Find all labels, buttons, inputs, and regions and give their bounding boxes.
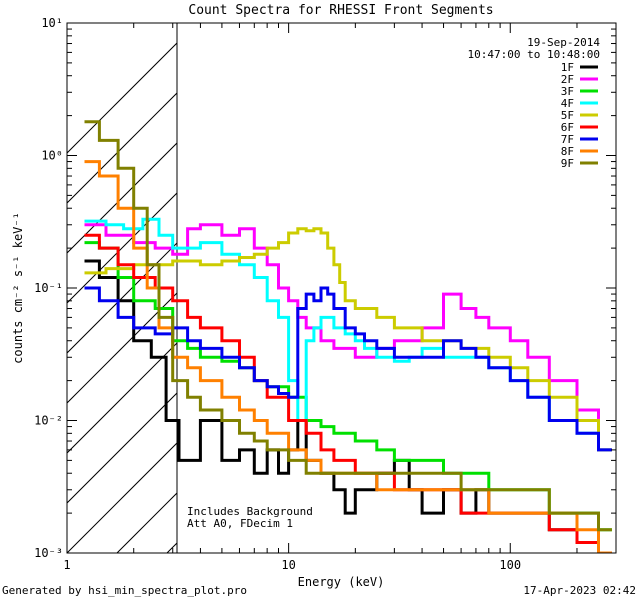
hatch-line (67, 242, 177, 354)
y-axis-label: counts cm⁻² s⁻¹ keV⁻¹ (11, 212, 25, 364)
legend-label-1F: 1F (561, 61, 574, 74)
legend-label-3F: 3F (561, 85, 574, 98)
legend-label-2F: 2F (561, 73, 574, 86)
x-tick-label: 10 (281, 558, 295, 572)
hatch-line (67, 192, 177, 304)
x-tick-label: 100 (499, 558, 521, 572)
footer-timestamp: 17-Apr-2023 02:42 (523, 584, 636, 597)
date-label: 19-Sep-2014 (527, 36, 600, 49)
series-line-9F (84, 120, 612, 532)
legend-label-7F: 7F (561, 133, 574, 146)
y-tick-label: 10⁰ (41, 149, 63, 163)
y-tick-label: 10⁻² (34, 414, 63, 428)
legend-label-4F: 4F (561, 97, 574, 110)
legend-label-5F: 5F (561, 109, 574, 122)
legend-label-8F: 8F (561, 145, 574, 158)
footer-generated-by: Generated by hsi_min_spectra_plot.pro (2, 584, 247, 597)
x-axis-label: Energy (keV) (298, 575, 385, 589)
y-tick-label: 10⁻³ (34, 546, 63, 560)
excluded-energy-hatch (67, 42, 177, 553)
series-line-7F (84, 286, 612, 452)
y-tick-label: 10¹ (41, 16, 63, 30)
hatch-line (67, 392, 177, 504)
series-line-2F (84, 223, 612, 452)
annotation-attenuator: Att A0, FDecim 1 (187, 517, 293, 530)
y-tick-label: 10⁻¹ (34, 281, 63, 295)
hatch-line (67, 42, 177, 154)
chart-title: Count Spectra for RHESSI Front Segments (188, 3, 493, 18)
x-tick-label: 1 (63, 558, 70, 572)
hatch-line (67, 92, 177, 204)
legend-label-9F: 9F (561, 157, 574, 170)
series-line-5F (84, 227, 612, 452)
legend-label-6F: 6F (561, 121, 574, 134)
annotation-background: Includes Background (187, 505, 313, 518)
hatch-line (67, 442, 177, 553)
time-range-label: 10:47:00 to 10:48:00 (468, 48, 600, 61)
series-line-8F (84, 160, 612, 553)
